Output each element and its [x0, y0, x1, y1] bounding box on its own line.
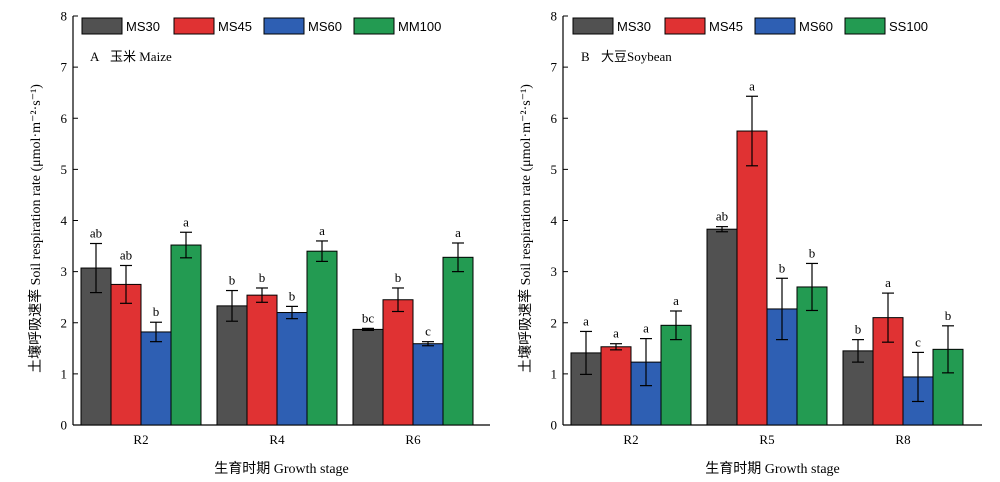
y-axis-title: 土壤呼吸速率 Soil respiration rate (μmol·m⁻²·s… [517, 84, 534, 373]
significance-label: a [643, 321, 649, 336]
legend-label: MS45 [218, 19, 252, 34]
legend-label: MS60 [799, 19, 833, 34]
significance-label: b [945, 308, 952, 323]
chart-panel-B: 0 1 2 3 4 5 6 7 8 土壤呼吸速率 Soil respiration rate (μ… [517, 9, 982, 477]
significance-label: a [613, 326, 619, 341]
legend-swatch-ms45 [664, 17, 706, 35]
legend-label: SS100 [889, 19, 928, 34]
significance-label: a [673, 293, 679, 308]
y-axis-title: 土壤呼吸速率 Soil respiration rate (μmol·m⁻²·s… [27, 84, 44, 373]
y-tick-label: 4 [61, 213, 68, 228]
y-tick-label: 2 [551, 315, 558, 330]
legend-swatch-mm100 [353, 17, 395, 35]
bar-ms30-r6 [352, 328, 384, 426]
panel-title: 玉米 Maize [110, 49, 172, 64]
significance-label: b [153, 304, 160, 319]
y-tick-label: 7 [61, 60, 68, 75]
significance-label: a [183, 214, 189, 229]
x-tick-label: R2 [133, 432, 148, 447]
significance-label: c [425, 324, 431, 339]
legend-swatch-ss100 [844, 17, 886, 35]
significance-label: b [289, 288, 296, 303]
bar-ms60-r4 [276, 312, 308, 426]
significance-label: ab [120, 247, 132, 262]
legend-label: MM100 [398, 19, 441, 34]
bar-ms45-r2 [110, 283, 142, 426]
significance-label: b [855, 322, 862, 337]
significance-label: b [259, 270, 266, 285]
bar-ms30-r5 [706, 228, 738, 426]
legend: MS30 MS45 MS60 SS100 [572, 17, 928, 35]
significance-label: ab [90, 226, 102, 241]
bar-ms60-r6 [412, 343, 444, 426]
y-tick-label: 0 [551, 418, 558, 433]
x-axis-title: 生育时期 Growth stage [705, 461, 840, 477]
significance-label: a [749, 78, 755, 93]
y-tick-label: 3 [551, 264, 558, 279]
panel-title: 大豆Soybean [601, 49, 672, 64]
significance-label: b [809, 245, 816, 260]
y-tick-label: 7 [551, 60, 558, 75]
bar-ms45-r6 [382, 299, 414, 426]
y-tick-label: 5 [551, 162, 558, 177]
x-tick-label: R4 [269, 432, 285, 447]
legend-swatch-ms45 [173, 17, 215, 35]
panel-label: A [90, 49, 100, 64]
y-tick-label: 6 [61, 111, 68, 126]
bar-ms45-r2 [600, 346, 632, 426]
chart-panel-A: 0 1 2 3 4 5 6 7 8 土壤呼吸速率 Soil respiration rate (μ… [27, 9, 490, 477]
x-tick-label: R8 [895, 432, 910, 447]
significance-label: a [583, 313, 589, 328]
x-tick-label: R2 [623, 432, 638, 447]
x-tick-label: R5 [759, 432, 774, 447]
bar-mm100-r6 [442, 256, 474, 426]
bar-ms30-r4 [216, 305, 248, 426]
significance-label: b [779, 260, 786, 275]
bar-ms45-r5 [736, 130, 768, 426]
bar-mm100-r4 [306, 250, 338, 426]
x-axis-title: 生育时期 Growth stage [214, 461, 349, 477]
y-tick-label: 0 [61, 418, 68, 433]
significance-label: bc [362, 310, 375, 325]
significance-label: b [395, 270, 402, 285]
y-tick-label: 1 [61, 366, 68, 381]
significance-label: b [229, 273, 236, 288]
bar-mm100-r2 [170, 244, 202, 426]
y-tick-label: 8 [61, 9, 68, 24]
legend-swatch-ms60 [263, 17, 305, 35]
significance-label: a [885, 275, 891, 290]
significance-label: a [319, 223, 325, 238]
legend-swatch-ms60 [754, 17, 796, 35]
significance-label: c [915, 334, 921, 349]
legend-swatch-ms30 [572, 17, 614, 35]
bar-ms60-r2 [140, 331, 172, 426]
y-tick-label: 4 [551, 213, 558, 228]
significance-label: a [455, 225, 461, 240]
panel-label: B [581, 49, 590, 64]
x-tick-label: R6 [405, 432, 421, 447]
y-tick-label: 3 [61, 264, 68, 279]
bar-ms45-r4 [246, 294, 278, 426]
legend-label: MS30 [617, 19, 651, 34]
legend-swatch-ms30 [81, 17, 123, 35]
legend: MS30 MS45 MS60 MM100 [81, 17, 441, 35]
y-tick-label: 5 [61, 162, 68, 177]
significance-label: ab [716, 209, 728, 224]
y-tick-label: 2 [61, 315, 68, 330]
legend-label: MS30 [126, 19, 160, 34]
y-tick-label: 1 [551, 366, 558, 381]
y-tick-label: 6 [551, 111, 558, 126]
legend-label: MS45 [709, 19, 743, 34]
y-tick-label: 8 [551, 9, 558, 24]
bar-ss100-r2 [660, 324, 692, 426]
legend-label: MS60 [308, 19, 342, 34]
bar-ms30-r2 [80, 267, 112, 426]
